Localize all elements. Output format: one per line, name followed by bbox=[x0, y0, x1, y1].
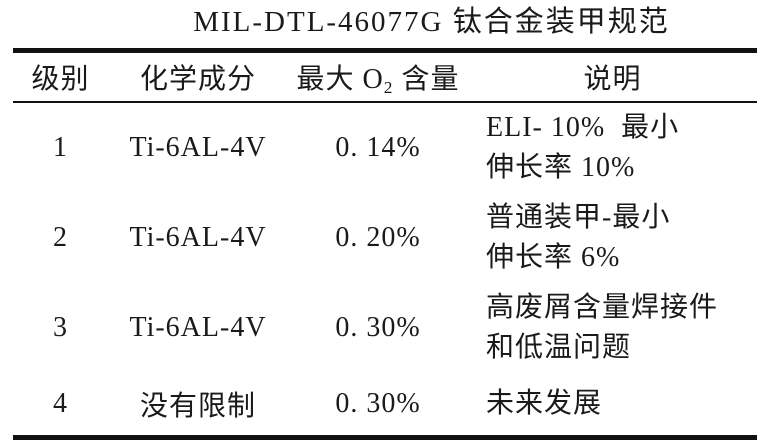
header-max-o2-subscript: 2 bbox=[383, 77, 394, 97]
table-row: 1 Ti-6AL-4V 0. 14% ELI- 10% 最小 伸长率 10% bbox=[13, 103, 757, 193]
cell-composition: Ti-6AL-4V bbox=[129, 312, 267, 343]
description-line-1: ELI- 10% 最小 bbox=[486, 112, 680, 143]
cell-max-o2: 0. 30% bbox=[335, 388, 421, 419]
description-line-2: 伸长率 10% bbox=[486, 152, 636, 183]
table-header-row: 级别 化学成分 最大 O2 含量 说明 bbox=[13, 53, 757, 103]
header-max-o2-pre: 最大 O bbox=[296, 64, 384, 95]
cell-description: ELI- 10% 最小 伸长率 10% bbox=[468, 108, 757, 188]
cell-max-o2: 0. 30% bbox=[335, 312, 421, 343]
header-composition: 化学成分 bbox=[139, 64, 256, 95]
description-line-2: 和低温问题 bbox=[486, 332, 632, 363]
description-line-1: 未来发展 bbox=[486, 388, 603, 419]
table-row: 4 没有限制 0. 30% 未来发展 bbox=[13, 373, 757, 435]
cell-max-o2: 0. 20% bbox=[335, 222, 421, 253]
header-grade: 级别 bbox=[31, 64, 90, 95]
description-line-1: 高废屑含量焊接件 bbox=[486, 292, 719, 323]
spec-table: 级别 化学成分 最大 O2 含量 说明 1 Ti-6AL-4V 0. 14% E… bbox=[13, 48, 757, 440]
table-row: 2 Ti-6AL-4V 0. 20% 普通装甲-最小 伸长率 6% bbox=[13, 193, 757, 283]
description-line-1: 普通装甲-最小 bbox=[486, 202, 671, 233]
cell-description: 未来发展 bbox=[468, 384, 757, 424]
header-max-o2: 最大 O2 含量 bbox=[288, 57, 468, 97]
cell-description: 普通装甲-最小 伸长率 6% bbox=[468, 198, 757, 278]
cell-grade: 3 bbox=[53, 312, 68, 343]
cell-composition: 没有限制 bbox=[139, 391, 256, 422]
cell-grade: 4 bbox=[53, 388, 68, 419]
cell-composition: Ti-6AL-4V bbox=[129, 132, 267, 163]
cell-grade: 2 bbox=[53, 222, 68, 253]
header-max-o2-post: 含量 bbox=[393, 64, 460, 95]
table-row: 3 Ti-6AL-4V 0. 30% 高废屑含量焊接件 和低温问题 bbox=[13, 283, 757, 373]
cell-description: 高废屑含量焊接件 和低温问题 bbox=[468, 288, 757, 368]
table-title: MIL-DTL-46077G 钛合金装甲规范 bbox=[193, 6, 670, 38]
header-description: 说明 bbox=[583, 64, 642, 95]
cell-max-o2: 0. 14% bbox=[335, 132, 421, 163]
description-line-2: 伸长率 6% bbox=[486, 242, 621, 273]
cell-composition: Ti-6AL-4V bbox=[129, 222, 267, 253]
cell-grade: 1 bbox=[53, 132, 68, 163]
